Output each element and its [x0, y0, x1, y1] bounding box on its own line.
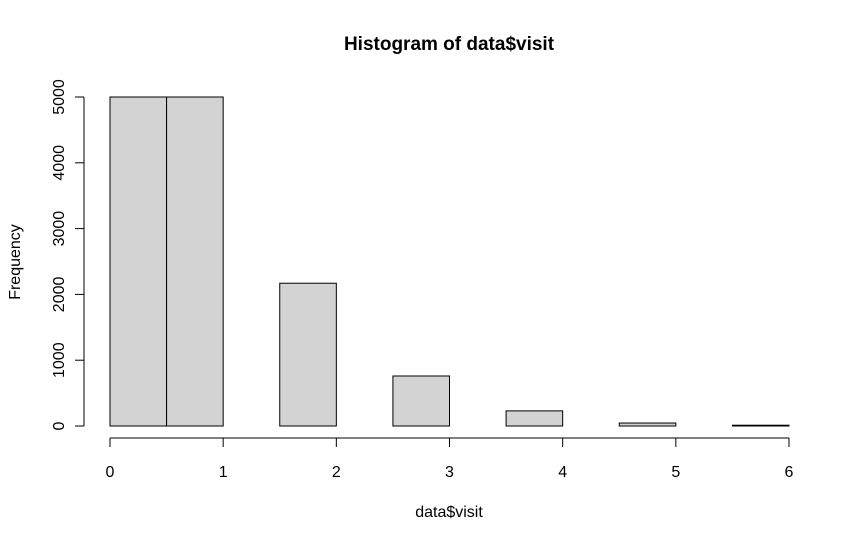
histogram-bar — [505, 410, 564, 427]
histogram-bar — [279, 282, 337, 427]
histogram-bar — [731, 424, 790, 427]
x-tick-label: 5 — [671, 464, 680, 481]
x-tick-label: 2 — [332, 464, 341, 481]
x-tick-label: 1 — [219, 464, 228, 481]
histogram-bar — [618, 422, 677, 427]
y-tick-label: 1000 — [51, 342, 68, 378]
x-tick-label: 4 — [558, 464, 567, 481]
chart-title: Histogram of data$visit — [344, 34, 555, 55]
x-tick-label: 6 — [785, 464, 794, 481]
y-tick-label: 2000 — [51, 277, 68, 313]
histogram-bar — [109, 96, 168, 427]
x-axis-ticks: 0 1 2 3 4 5 6 — [106, 438, 794, 481]
y-axis-label: Frequency — [7, 224, 24, 300]
histogram-bar — [166, 96, 224, 427]
x-tick-label: 3 — [445, 464, 454, 481]
bars-group — [109, 96, 790, 427]
y-tick-label: 5000 — [51, 79, 68, 115]
y-axis-ticks: 0 1000 2000 3000 4000 5000 — [51, 79, 84, 430]
histogram-bar — [392, 375, 450, 427]
y-tick-label: 3000 — [51, 211, 68, 247]
x-axis-label: data$visit — [415, 504, 483, 521]
y-tick-label: 4000 — [51, 145, 68, 181]
y-tick-label: 0 — [51, 421, 68, 430]
x-tick-label: 0 — [106, 464, 115, 481]
